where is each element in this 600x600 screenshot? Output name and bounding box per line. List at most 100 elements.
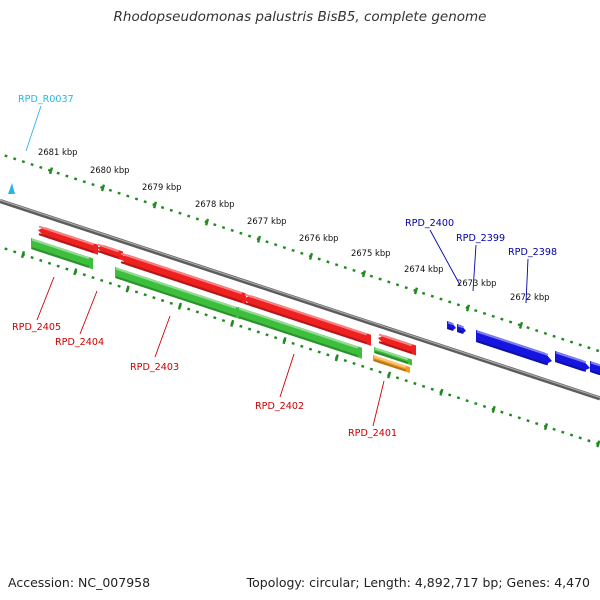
minor-tick [265,240,269,244]
gene-shadow [374,351,409,364]
minor-tick [82,180,86,184]
gene-label-leader [279,353,295,398]
gene-shadow [447,327,454,331]
minor-tick [404,286,408,290]
minor-tick [387,280,391,284]
minor-tick [56,264,60,268]
gene-shadow [31,247,90,268]
minor-tick [56,171,60,175]
major-tick [100,184,106,192]
scale-tick-label: 2672 kbp [510,292,549,302]
minor-tick [152,296,156,300]
major-tick [465,304,471,312]
minor-tick [395,376,400,380]
minor-tick [221,318,226,323]
minor-tick [308,347,313,351]
minor-tick [230,228,234,232]
minor-tick [500,317,504,321]
gene-rpd-2403-green [115,267,240,320]
minor-tick [221,225,226,230]
minor-tick [39,258,43,262]
major-tick [334,354,339,362]
major-tick [361,270,367,278]
gene-label-leader [154,315,171,358]
gene-label: RPD_2399 [456,233,505,244]
scale-tick-label: 2675 kbp [351,248,390,258]
minor-tick [526,326,530,330]
trna-marker [8,183,15,194]
minor-tick [491,314,495,318]
major-tick [152,201,158,209]
gene-rpd-2405-green [31,238,93,270]
minor-tick [500,410,504,414]
minor-tick [73,177,78,181]
gene-highlight [457,324,464,329]
gene-shadow [373,359,407,372]
minor-tick [421,384,426,388]
gene-label: RPD_2403 [130,362,179,373]
minor-tick [474,308,478,313]
minor-tick [239,231,243,235]
minor-tick [91,183,95,187]
minor-tick [352,361,356,366]
minor-tick [413,381,417,386]
gene-body [31,238,93,270]
minor-tick [143,200,147,204]
minor-tick [361,364,365,368]
gene-blue-edge [590,361,600,376]
minor-tick [239,324,243,328]
minor-tick [160,205,165,210]
gene-label-leader [472,244,477,292]
minor-tick [30,255,34,260]
minor-tick [578,343,582,347]
minor-tick [552,334,556,338]
minor-tick [65,267,69,271]
minor-tick [82,273,86,277]
gene-highlight [555,351,587,364]
gene-highlight [244,293,368,336]
genome-summary-text: Topology: circular; Length: 4,892,717 bp… [246,575,590,590]
minor-tick [552,427,556,431]
minor-tick [265,333,269,337]
major-tick [308,252,314,260]
minor-tick [448,393,452,397]
inner-tick-track [4,247,600,448]
minor-tick [448,300,452,304]
gene-highlight [97,243,120,253]
minor-tick [117,284,121,288]
scale-tick-label: 2677 kbp [247,216,286,226]
major-tick [387,371,392,379]
minor-tick [256,330,260,334]
minor-tick [430,387,434,391]
minor-tick [247,327,252,331]
scale-tick-label: 2678 kbp [195,199,234,209]
minor-tick [143,293,147,297]
scale-tick-label: 2673 kbp [457,278,496,288]
gene-highlight [120,252,243,295]
minor-tick [108,188,113,192]
gene-shadow [115,276,237,318]
minor-tick [213,223,217,227]
minor-tick [561,337,565,341]
scale-tick-label: 2681 kbp [38,147,77,157]
minor-tick [535,329,539,333]
minor-tick [187,307,191,311]
scale-tick-label: 2679 kbp [142,182,181,192]
minor-tick [430,294,434,298]
major-tick [518,321,524,329]
minor-tick [326,353,330,357]
gene-highlight [476,330,549,356]
scale-tick-label: 2676 kbp [299,233,338,243]
gene-rpd-2398 [476,330,552,366]
minor-tick [291,248,295,252]
accession-text: Accession: NC_007958 [8,575,151,590]
gene-rpd-2399 [457,324,466,334]
minor-tick [369,274,374,278]
gene-highlight [38,225,95,246]
gene-label: RPD_R0037 [18,94,74,105]
minor-tick [526,419,530,423]
gene-highlight [373,355,407,368]
gene-rpd-2401-orange [373,355,410,374]
minor-tick [13,157,17,161]
